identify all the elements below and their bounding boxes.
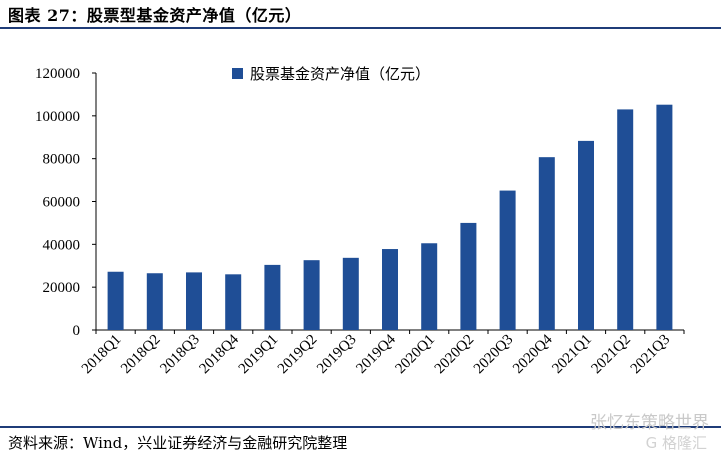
legend-swatch: [232, 68, 243, 79]
y-tick-label: 0: [73, 323, 81, 339]
x-tick-label: 2019Q3: [314, 332, 359, 377]
x-tick-label: 2018Q1: [79, 332, 124, 377]
y-tick-label: 60000: [43, 195, 81, 211]
bar-2018Q4: [225, 274, 242, 330]
y-tick-label: 80000: [43, 152, 81, 168]
x-tick-label: 2019Q2: [275, 332, 320, 377]
bar-2019Q1: [264, 264, 281, 330]
x-tick-label: 2018Q3: [157, 332, 202, 377]
bar-2019Q4: [382, 249, 398, 330]
bar-2019Q3: [342, 257, 359, 330]
legend-label: 股票基金资产净值（亿元）: [250, 65, 430, 83]
x-tick-label: 2018Q4: [197, 331, 243, 377]
bar-2018Q3: [186, 272, 202, 330]
bar-2018Q1: [107, 271, 124, 330]
bar-2020Q3: [499, 190, 516, 330]
bar-2021Q3: [656, 104, 673, 331]
y-tick-label: 40000: [43, 237, 81, 253]
bar-2020Q1: [421, 243, 438, 330]
watermark: 张忆东策略世界: [590, 413, 709, 433]
bottom-rule: [0, 426, 721, 428]
x-tick-label: 2018Q2: [118, 332, 163, 377]
bar-chart: 0200004000060000800001000001200002018Q12…: [35, 65, 685, 377]
y-tick-label: 120000: [35, 66, 80, 82]
x-tick-label: 2021Q3: [628, 332, 673, 377]
x-tick-label: 2020Q2: [432, 332, 477, 377]
bar-2018Q2: [146, 273, 163, 330]
bar-2020Q2: [460, 222, 477, 330]
x-tick-label: 2020Q4: [510, 331, 556, 377]
bar-2021Q1: [578, 140, 594, 330]
source-note: 资料来源：Wind，兴业证券经济与金融研究院整理: [8, 434, 348, 452]
watermark-sub: G 格隆汇: [645, 434, 707, 452]
bar-2020Q4: [538, 157, 555, 330]
x-tick-label: 2020Q1: [393, 332, 438, 377]
bar-2021Q2: [617, 109, 634, 331]
x-tick-label: 2020Q3: [471, 332, 516, 377]
y-tick-label: 100000: [35, 109, 80, 125]
x-tick-label: 2019Q4: [353, 331, 399, 377]
figure-title: 图表 27：股票型基金资产净值（亿元）: [8, 6, 302, 25]
top-rule: [0, 27, 721, 29]
bar-2019Q2: [303, 260, 320, 330]
x-tick-label: 2021Q1: [549, 332, 594, 377]
x-tick-label: 2019Q1: [236, 332, 281, 377]
x-tick-label: 2021Q2: [589, 332, 634, 377]
y-tick-label: 20000: [43, 280, 81, 296]
